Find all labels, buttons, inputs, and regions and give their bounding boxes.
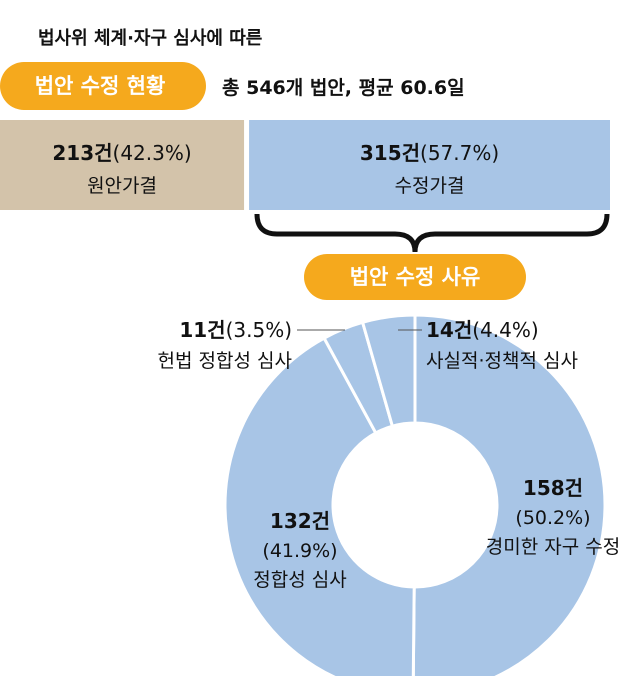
value-label: 315건(57.7%) bbox=[360, 141, 499, 165]
donut-slice bbox=[223, 336, 416, 680]
value-percent: (3.5%) bbox=[226, 318, 292, 342]
badge bbox=[0, 62, 206, 110]
value-percent: (57.7%) bbox=[420, 141, 499, 165]
bar bbox=[249, 120, 610, 210]
summary: 총 546개 법안, 평균 60.6일 bbox=[222, 77, 465, 99]
value-label: 213건(42.3%) bbox=[52, 141, 191, 165]
value-count: 213건 bbox=[52, 141, 112, 165]
value-count: 14건 bbox=[426, 318, 472, 342]
header-title: 법사위 체계·자구 심사에 따른 bbox=[38, 28, 262, 49]
category-label: 헌법 정합성 심사 bbox=[158, 350, 292, 372]
value-percent: (4.4%) bbox=[472, 318, 538, 342]
badge-text: 법안 수정 사유 bbox=[350, 265, 481, 289]
value-count: 315건 bbox=[360, 141, 420, 165]
value-label: 14건(4.4%) bbox=[426, 318, 539, 342]
badge-text: 법안 수정 현황 bbox=[35, 74, 166, 98]
value-percent: (50.2%) bbox=[515, 507, 590, 529]
value-count: 11건 bbox=[179, 318, 225, 342]
brace bbox=[254, 213, 610, 253]
value-count: 158건 bbox=[523, 476, 583, 500]
category-label: 경미한 자구 수정 bbox=[486, 536, 620, 558]
value-percent: (41.9%) bbox=[262, 540, 337, 562]
value-count: 132건 bbox=[270, 509, 330, 533]
donut-slice bbox=[360, 313, 417, 429]
category-label: 정합성 심사 bbox=[253, 569, 346, 591]
value-percent: (42.3%) bbox=[113, 141, 192, 165]
category-label: 사실적·정책적 심사 bbox=[426, 350, 578, 372]
value-label: 11건(3.5%) bbox=[179, 318, 292, 342]
legend-label: 원안가결 bbox=[87, 175, 157, 197]
badge bbox=[304, 254, 526, 300]
legend-label: 수정가결 bbox=[395, 175, 465, 197]
bar bbox=[0, 120, 245, 210]
